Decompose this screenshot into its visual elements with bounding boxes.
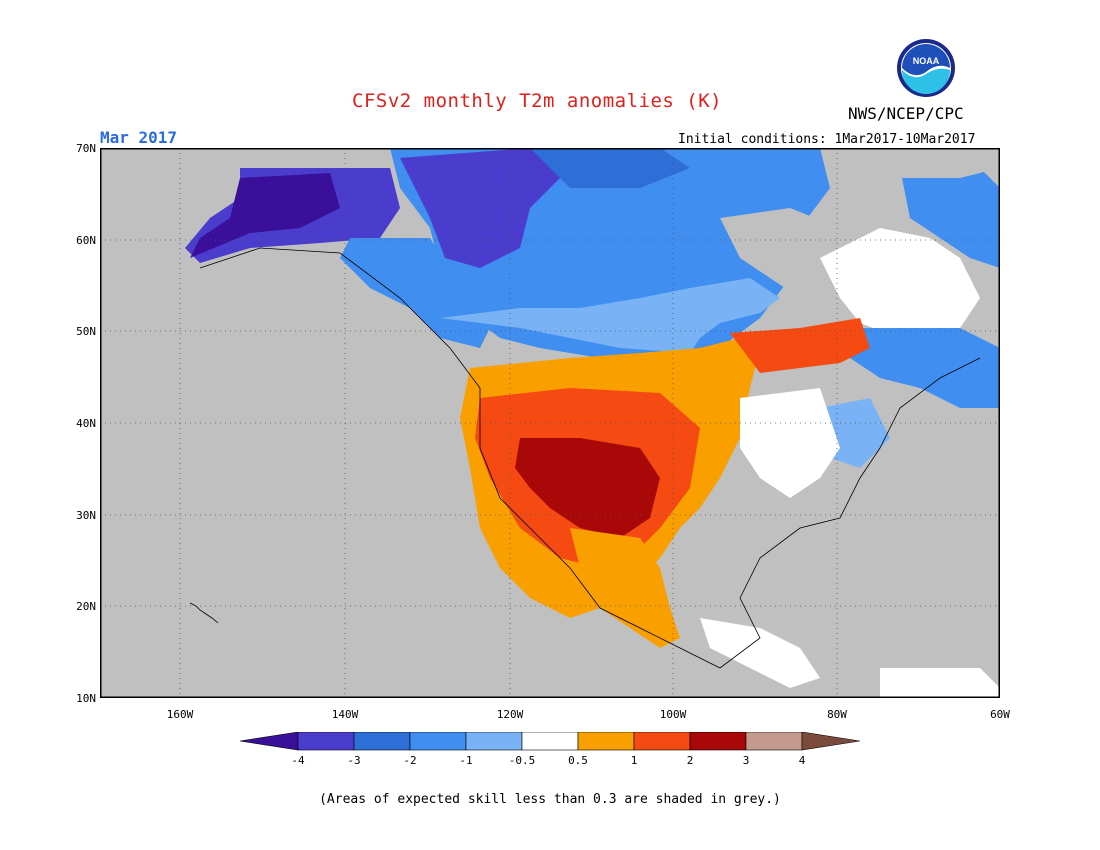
lat-label-60n: 60N <box>76 234 96 247</box>
skill-footnote: (Areas of expected skill less than 0.3 a… <box>319 792 781 807</box>
caribbean-white <box>880 668 1000 698</box>
northeast-blue <box>850 328 1000 408</box>
colorbar-bin-2 <box>353 732 411 751</box>
colorbar-bin-9 <box>745 732 803 751</box>
colorbar-label-3: 3 <box>742 754 750 767</box>
anomaly-map <box>100 148 1000 698</box>
bc-cold <box>340 238 490 348</box>
colorbar-bin-1 <box>297 732 355 751</box>
lat-label-40n: 40N <box>76 417 96 430</box>
colorbar-bin-3 <box>409 732 467 751</box>
graticule <box>100 148 1000 698</box>
colorbar-arrow-right <box>801 732 860 751</box>
southwest-darkred <box>515 438 660 538</box>
lon-label-80w: 80W <box>827 708 847 721</box>
colorbar-label-minus-3: -3 <box>347 754 361 767</box>
agency-label: NWS/NCEP/CPC <box>848 104 964 123</box>
central-america-white <box>700 618 820 688</box>
colorbar-label-4: 4 <box>798 754 806 767</box>
colorbar <box>240 732 860 751</box>
lon-label-140w: 140W <box>331 708 359 721</box>
colorbar-arrow-left <box>240 732 299 751</box>
quebec-white <box>820 228 980 338</box>
map-frame <box>100 148 1000 698</box>
noaa-logo-text: NOAA <box>913 56 940 66</box>
canada-cold-upper <box>530 148 690 188</box>
colorbar-bin-5 <box>521 732 579 751</box>
labrador-blue <box>900 168 1000 268</box>
lat-label-30n: 30N <box>76 509 96 522</box>
light-blue-band <box>440 278 780 353</box>
hudson-bay-grey <box>720 208 860 298</box>
southeast-white <box>740 388 840 498</box>
colorbar-bin-6 <box>577 732 635 751</box>
great-lakes-red <box>730 318 870 373</box>
colorbar-label-0-5: 0.5 <box>568 754 588 767</box>
greenland-grey <box>820 148 1000 178</box>
lat-label-70n: 70N <box>76 142 96 155</box>
colorbar-label-2: 2 <box>686 754 694 767</box>
colorbar-label-minus-1: -1 <box>459 754 473 767</box>
coastline <box>199 247 981 669</box>
colorbar-bin-4 <box>465 732 523 751</box>
lat-label-50n: 50N <box>76 325 96 338</box>
lon-label-100w: 100W <box>659 708 687 721</box>
lon-label-160w: 160W <box>166 708 194 721</box>
lat-label-20n: 20N <box>76 600 96 613</box>
lon-label-120w: 120W <box>496 708 524 721</box>
lon-label-60w: 60W <box>990 708 1010 721</box>
hawaii <box>189 602 219 624</box>
colorbar-label-1: 1 <box>630 754 638 767</box>
colorbar-label-minus-0-5: -0.5 <box>508 754 536 767</box>
forecast-period: Mar 2017 <box>100 128 178 147</box>
noaa-logo: NOAA <box>897 39 955 97</box>
chart-title: CFSv2 monthly T2m anomalies (K) <box>352 90 723 112</box>
alaska-very-cold <box>190 173 340 258</box>
colorbar-label-minus-2: -2 <box>403 754 417 767</box>
lat-label-10n: 10N <box>76 692 96 705</box>
mexico-orange <box>570 528 680 648</box>
initial-conditions: Initial conditions: 1Mar2017-10Mar2017 <box>678 132 976 147</box>
colorbar-bin-8 <box>689 732 747 751</box>
colorbar-label-minus-4: -4 <box>291 754 305 767</box>
canada-cold-mid <box>400 148 570 268</box>
colorbar-bin-7 <box>633 732 691 751</box>
